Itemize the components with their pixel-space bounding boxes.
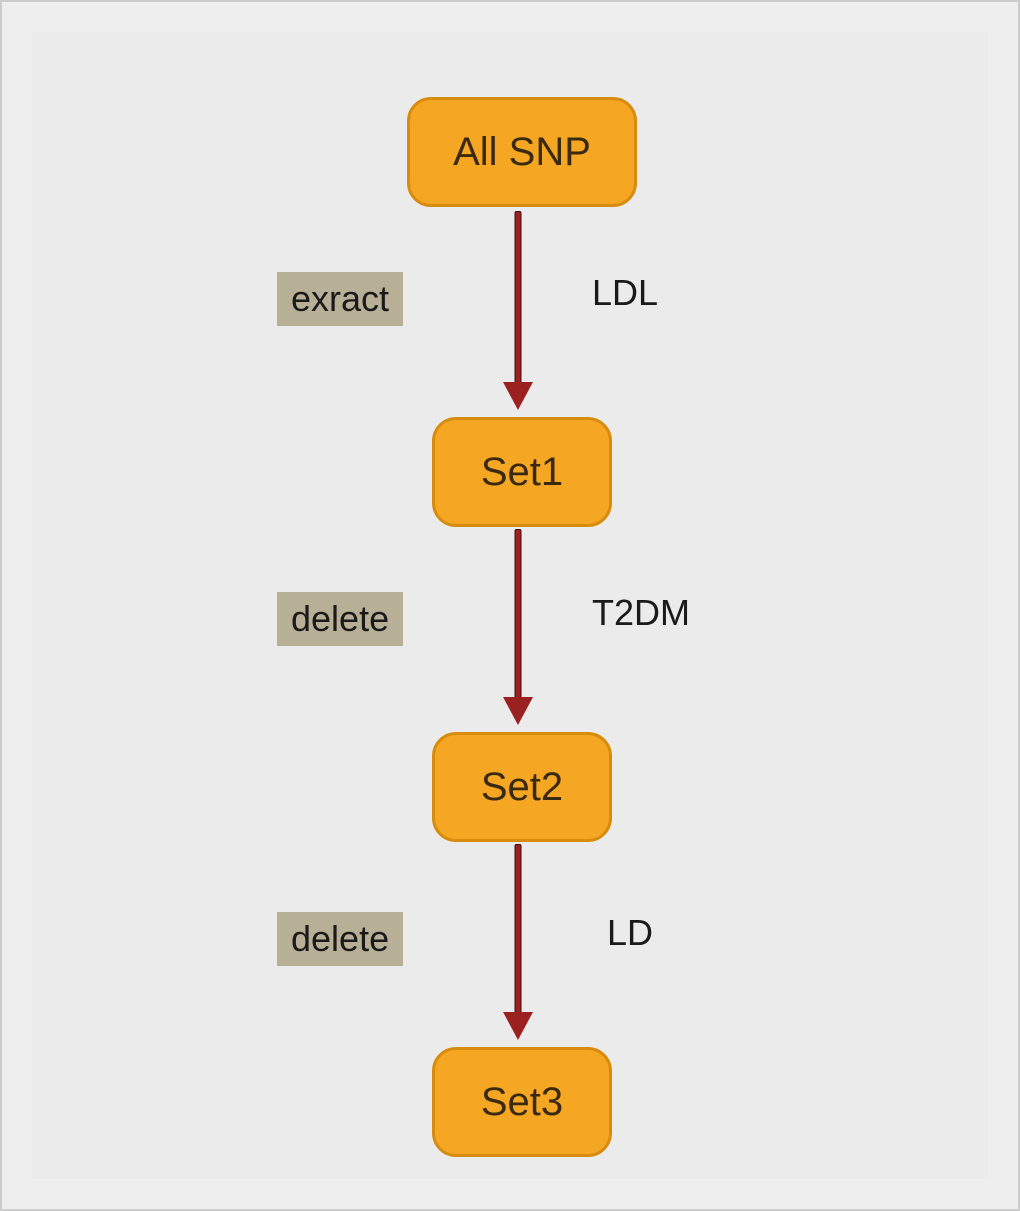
node-label: Set1 <box>481 450 563 495</box>
action-label-extract: exract <box>277 272 403 326</box>
arrow-line <box>516 530 521 701</box>
node-label: Set2 <box>481 765 563 810</box>
edge-label-text: LDL <box>592 272 658 313</box>
arrow-line <box>516 845 521 1016</box>
arrow-line <box>516 212 521 386</box>
node-label: All SNP <box>453 130 591 175</box>
action-label-text: delete <box>291 598 389 640</box>
arrow-all-snp-to-set1 <box>517 212 519 410</box>
diagram-inner: All SNP Set1 Set2 Set3 exract LDL delete <box>32 32 988 1179</box>
arrow-head-icon <box>503 382 533 410</box>
arrow-set2-to-set3 <box>517 845 519 1040</box>
node-all-snp: All SNP <box>407 97 637 207</box>
action-label-delete: delete <box>277 912 403 966</box>
arrow-head-icon <box>503 1012 533 1040</box>
action-label-text: exract <box>291 278 389 320</box>
edge-label-t2dm: T2DM <box>592 592 690 634</box>
action-label-text: delete <box>291 918 389 960</box>
node-set1: Set1 <box>432 417 612 527</box>
node-set2: Set2 <box>432 732 612 842</box>
edge-label-ldl: LDL <box>592 272 658 314</box>
arrow-head-icon <box>503 697 533 725</box>
edge-label-text: LD <box>607 912 653 953</box>
edge-label-ld: LD <box>607 912 653 954</box>
node-set3: Set3 <box>432 1047 612 1157</box>
node-label: Set3 <box>481 1080 563 1125</box>
arrow-set1-to-set2 <box>517 530 519 725</box>
action-label-delete: delete <box>277 592 403 646</box>
diagram-canvas: All SNP Set1 Set2 Set3 exract LDL delete <box>0 0 1020 1211</box>
edge-label-text: T2DM <box>592 592 690 633</box>
